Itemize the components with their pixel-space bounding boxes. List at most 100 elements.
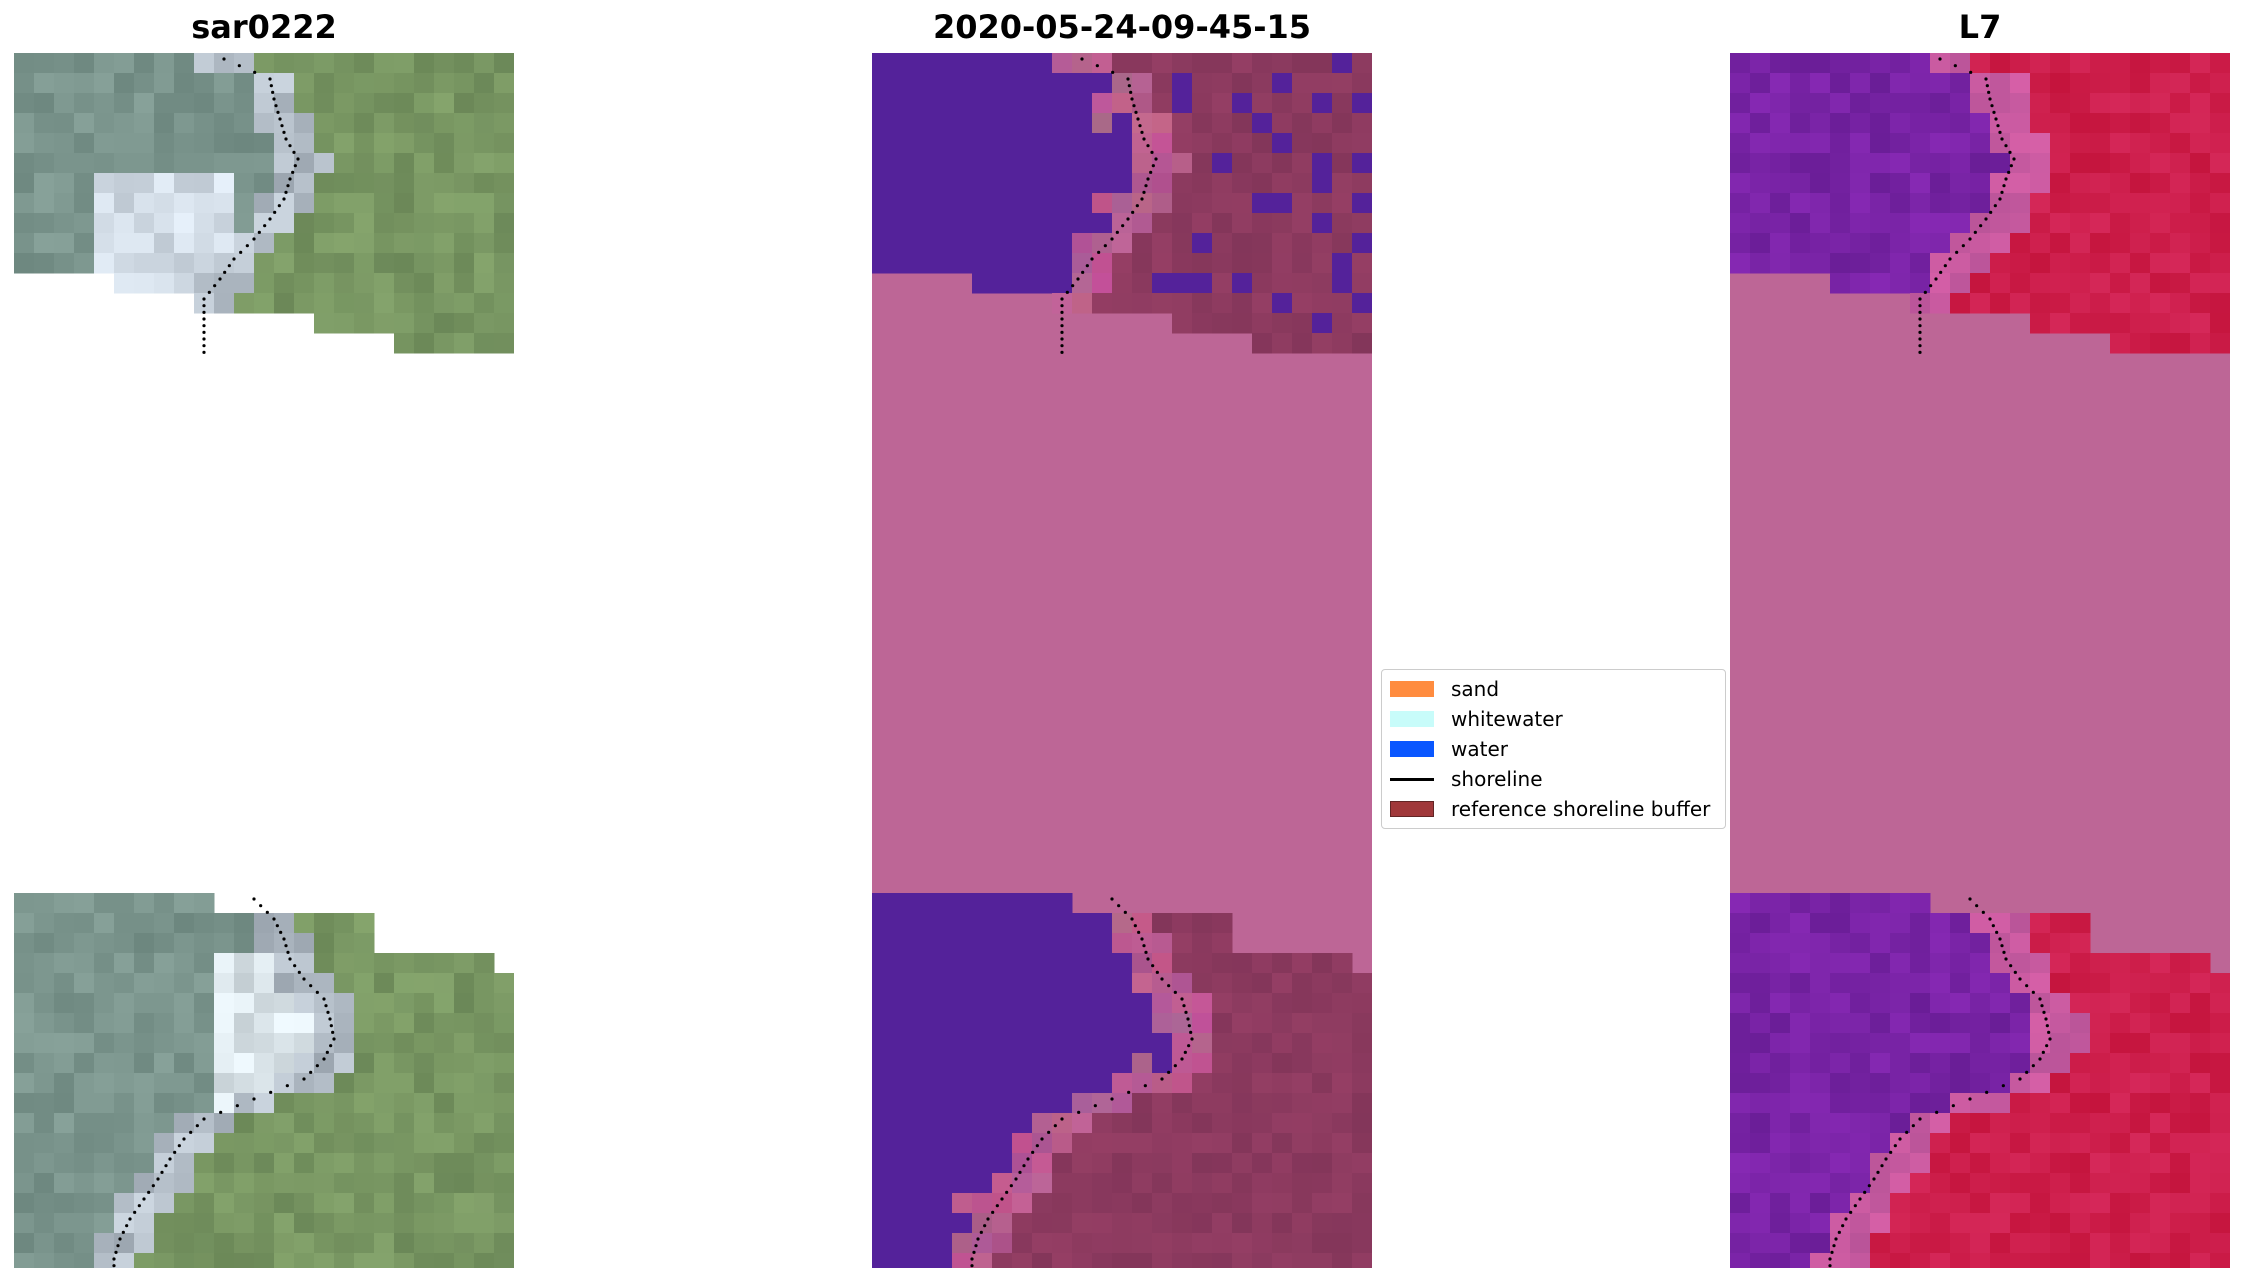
pixel xyxy=(992,193,1013,214)
pixel xyxy=(1950,293,1971,314)
pixel xyxy=(1990,1053,2011,1074)
pixel xyxy=(1292,1133,1313,1154)
shoreline-point xyxy=(278,117,282,121)
shoreline-point xyxy=(147,1190,151,1194)
pixel xyxy=(1910,1133,1931,1154)
pixel xyxy=(1292,1233,1313,1254)
pixel xyxy=(114,973,135,994)
pixel xyxy=(952,173,973,194)
shoreline-point xyxy=(2045,1044,2049,1048)
shoreline-point xyxy=(128,1217,132,1221)
pixel xyxy=(1292,1193,1313,1214)
pixel xyxy=(1292,1033,1313,1054)
pixel xyxy=(1830,133,1851,154)
pixel xyxy=(314,993,335,1014)
pixel xyxy=(234,1093,255,1114)
shoreline-point xyxy=(1173,1064,1177,1068)
pixel xyxy=(2170,1013,2191,1034)
pixel xyxy=(932,1253,953,1268)
pixel xyxy=(1332,1013,1353,1034)
pixel xyxy=(494,993,514,1014)
pixel xyxy=(134,213,155,234)
shoreline-point xyxy=(2004,144,2008,148)
shoreline-point xyxy=(2004,957,2008,961)
pixel xyxy=(2070,953,2091,974)
shoreline-point xyxy=(142,1197,146,1201)
pixel xyxy=(2050,1193,2071,1214)
pixel xyxy=(2130,1153,2151,1174)
pixel xyxy=(54,193,75,214)
pixel xyxy=(2190,1053,2211,1074)
shoreline-point xyxy=(272,97,276,101)
pixel xyxy=(972,53,993,74)
pixel xyxy=(1332,53,1353,74)
pixel xyxy=(1052,73,1073,94)
pixel xyxy=(214,173,235,194)
pixel xyxy=(1092,1153,1113,1174)
pixel xyxy=(1012,973,1033,994)
pixel xyxy=(1850,1193,1871,1214)
pixel xyxy=(354,1093,375,1114)
pixel xyxy=(1970,1093,1991,1114)
pixel xyxy=(1990,1213,2011,1234)
pixel xyxy=(1052,1133,1073,1154)
shoreline-point xyxy=(202,304,206,308)
pixel xyxy=(1312,953,1333,974)
pixel xyxy=(1890,233,1911,254)
pixel xyxy=(174,893,195,914)
pixel xyxy=(1032,153,1053,174)
pixel xyxy=(2190,1173,2211,1194)
pixel xyxy=(1970,113,1991,134)
shoreline-point xyxy=(252,237,256,241)
pixel xyxy=(54,1233,75,1254)
pixel xyxy=(54,1133,75,1154)
pixel xyxy=(134,933,155,954)
pixel xyxy=(274,173,295,194)
pixel xyxy=(74,1013,95,1034)
shoreline-point xyxy=(1998,937,2002,941)
pixel xyxy=(2130,173,2151,194)
pixel xyxy=(1970,253,1991,274)
pixel xyxy=(1332,253,1353,274)
shoreline-point xyxy=(1998,197,2002,201)
pixel xyxy=(1032,53,1053,74)
pixel xyxy=(354,173,375,194)
pixel xyxy=(2210,293,2230,314)
pixel xyxy=(1890,1113,1911,1134)
pixel xyxy=(932,153,953,174)
pixel xyxy=(2170,253,2191,274)
pixel xyxy=(1232,1113,1253,1134)
shoreline-point xyxy=(286,184,290,188)
pixel xyxy=(414,153,435,174)
pixel xyxy=(2130,213,2151,234)
pixel xyxy=(1252,1073,1273,1094)
pixel xyxy=(2010,1193,2031,1214)
shoreline-point xyxy=(1093,1104,1097,1108)
pixel xyxy=(2090,133,2111,154)
pixel xyxy=(1132,113,1153,134)
shoreline-point xyxy=(284,944,288,948)
pixel xyxy=(214,913,235,934)
pixel xyxy=(2190,133,2211,154)
shoreline-point xyxy=(1071,284,1075,288)
pixel xyxy=(1352,233,1372,254)
pixel xyxy=(1232,253,1253,274)
pixel xyxy=(1970,1153,1991,1174)
pixel xyxy=(2210,1253,2230,1268)
pixel xyxy=(1132,293,1153,314)
pixel xyxy=(214,1093,235,1114)
pixel xyxy=(2010,913,2031,934)
pixel xyxy=(374,1133,395,1154)
pixel xyxy=(254,1053,275,1074)
pixel xyxy=(1930,1153,1951,1174)
shoreline-point xyxy=(1060,297,1064,301)
pixel xyxy=(2130,1133,2151,1154)
panel-title-classified: 2020-05-24-09-45-15 xyxy=(932,8,1312,46)
pixel xyxy=(1172,153,1193,174)
pixel xyxy=(1970,293,1991,314)
pixel xyxy=(194,953,215,974)
pixel xyxy=(1910,233,1931,254)
pixel xyxy=(274,1153,295,1174)
pixel xyxy=(254,1233,275,1254)
pixel xyxy=(34,1013,55,1034)
